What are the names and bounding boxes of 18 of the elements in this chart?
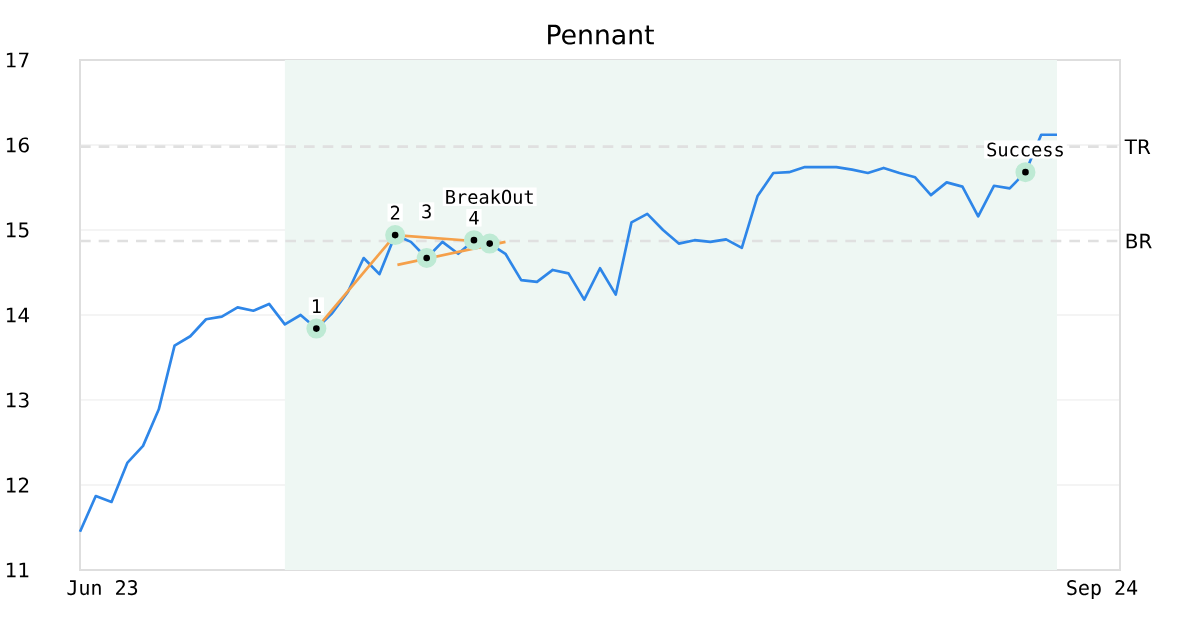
annotation: Success — [987, 142, 1063, 157]
y-tick-label: 15 — [6, 222, 29, 238]
x-tick-label: Jun 23 — [67, 580, 138, 596]
y-tick-label: 17 — [6, 52, 29, 68]
chart-title: Pennant — [548, 24, 654, 45]
annotation: 2 — [390, 205, 400, 220]
ref-line-label: BR — [1126, 233, 1152, 249]
y-tick-label: 12 — [6, 477, 29, 493]
y-tick-label: 14 — [6, 307, 30, 323]
x-tick-label: Sep 24 — [1067, 580, 1138, 600]
y-tick-label: 11 — [6, 562, 29, 578]
annotation: 4 — [469, 210, 479, 225]
y-tick-label: 13 — [6, 392, 29, 408]
annotation: 1 — [312, 299, 321, 313]
annotation: 3 — [422, 204, 431, 219]
annotation: BreakOut — [446, 189, 533, 204]
y-tick-label: 16 — [6, 137, 29, 153]
ref-line-label: TR — [1124, 139, 1151, 154]
